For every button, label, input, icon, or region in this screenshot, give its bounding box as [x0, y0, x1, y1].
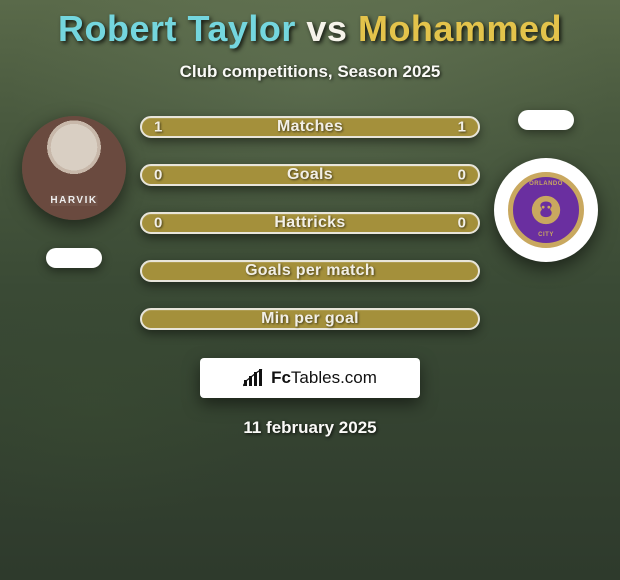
comparison-arena: 1 Matches 1 0 Goals 0 0 Hattricks 0 Goals per mat… — [0, 116, 620, 330]
stat-label: Goals per match — [245, 262, 375, 280]
stat-value-left: 0 — [154, 215, 162, 232]
content-root: Robert Taylor vs Mohammed Club competiti… — [0, 0, 620, 580]
brand-prefix: Fc — [271, 368, 291, 387]
stat-bar: 1 Matches 1 — [140, 116, 480, 138]
brand-suffix: Tables.com — [291, 368, 377, 387]
left-side — [14, 116, 134, 220]
club-badge: ORLANDO CITY — [508, 172, 584, 248]
club-name-bottom: CITY — [513, 232, 579, 238]
title-vs: vs — [306, 8, 347, 49]
stat-label: Hattricks — [274, 214, 345, 232]
player1-flag — [46, 248, 102, 268]
lion-icon — [529, 193, 563, 227]
stat-value-right: 0 — [458, 167, 466, 184]
title-player1: Robert Taylor — [58, 8, 296, 49]
bar-chart-icon — [243, 369, 265, 387]
title-player2: Mohammed — [358, 8, 562, 49]
stat-bar: Min per goal — [140, 308, 480, 330]
stat-value-right: 1 — [458, 119, 466, 136]
stat-bar: 0 Hattricks 0 — [140, 212, 480, 234]
stats-bars: 1 Matches 1 0 Goals 0 0 Hattricks 0 Goals per mat… — [140, 116, 480, 330]
player1-avatar — [22, 116, 126, 220]
club-name-top: ORLANDO — [513, 181, 579, 187]
stat-bar: Goals per match — [140, 260, 480, 282]
brand-text: FcTables.com — [271, 368, 377, 388]
stat-label: Min per goal — [261, 310, 359, 328]
stat-value-right: 0 — [458, 215, 466, 232]
stat-label: Goals — [287, 166, 333, 184]
right-side: ORLANDO CITY — [486, 116, 606, 262]
stat-value-left: 0 — [154, 167, 162, 184]
brand-box[interactable]: FcTables.com — [200, 358, 420, 398]
date-text: 11 february 2025 — [0, 418, 620, 438]
subtitle: Club competitions, Season 2025 — [0, 62, 620, 82]
page-title: Robert Taylor vs Mohammed — [0, 8, 620, 50]
player2-flag — [518, 110, 574, 130]
stat-label: Matches — [277, 118, 343, 136]
player2-club-crest: ORLANDO CITY — [494, 158, 598, 262]
stat-value-left: 1 — [154, 119, 162, 136]
stat-bar: 0 Goals 0 — [140, 164, 480, 186]
